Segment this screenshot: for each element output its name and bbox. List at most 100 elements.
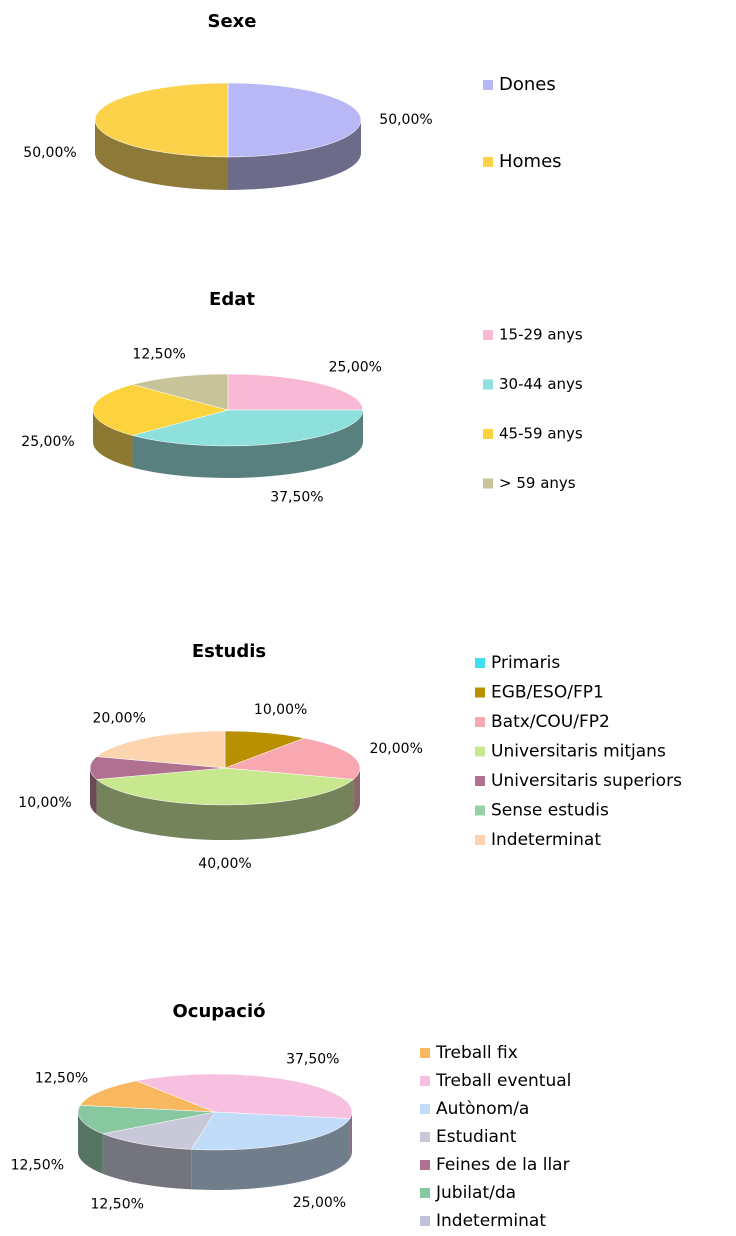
chart-title: Sexe bbox=[208, 11, 257, 32]
legend-label: 15-29 anys bbox=[499, 326, 583, 344]
pie-slice bbox=[224, 737, 361, 780]
pie-slice bbox=[77, 1105, 216, 1135]
pie-side bbox=[353, 768, 360, 815]
data-label: 20,00% bbox=[93, 711, 146, 727]
pie-side bbox=[95, 120, 228, 190]
legend-label: Treball eventual bbox=[435, 1071, 571, 1091]
legend-label: Homes bbox=[499, 151, 562, 172]
legend-swatch bbox=[483, 157, 493, 167]
legend-label: Treball fix bbox=[435, 1043, 518, 1063]
legend-swatch bbox=[420, 1160, 430, 1170]
legend-label: Universitaris superiors bbox=[491, 771, 682, 791]
legend-label: > 59 anys bbox=[499, 474, 576, 492]
data-label: 12,50% bbox=[35, 1071, 88, 1087]
chart-title: Estudis bbox=[192, 641, 266, 662]
pie-side bbox=[78, 1112, 103, 1174]
legend-swatch bbox=[475, 805, 485, 816]
pie-sides bbox=[93, 410, 363, 478]
legend-label: EGB/ESO/FP1 bbox=[491, 683, 604, 703]
pie-side bbox=[191, 1118, 350, 1190]
legend-swatch bbox=[483, 80, 493, 90]
legend-label: Sense estudis bbox=[491, 801, 609, 821]
pie-slice bbox=[92, 384, 229, 436]
pie-tops bbox=[89, 730, 361, 806]
legend-label: Feines de la llar bbox=[436, 1155, 570, 1175]
legend-swatch bbox=[483, 330, 493, 340]
data-label: 10,00% bbox=[254, 702, 307, 718]
pie-side bbox=[96, 779, 354, 840]
pie-slice bbox=[227, 373, 364, 411]
pie-side bbox=[90, 768, 97, 815]
legend-label: Primaris bbox=[491, 653, 560, 673]
legend-swatch bbox=[420, 1216, 430, 1226]
legend-swatch bbox=[483, 478, 493, 489]
legend-swatch bbox=[420, 1076, 430, 1086]
pie-slice bbox=[101, 1111, 216, 1150]
data-label: 12,50% bbox=[11, 1157, 64, 1173]
legend-label: Estudiant bbox=[436, 1127, 517, 1147]
pie-slice bbox=[95, 730, 226, 769]
pie-slice bbox=[79, 1080, 216, 1113]
legend-label: 30-44 anys bbox=[499, 375, 583, 393]
pie-slice bbox=[131, 373, 229, 411]
legend-swatch bbox=[420, 1048, 430, 1058]
pie-slice bbox=[227, 82, 362, 158]
legend-label: Universitaris mitjans bbox=[491, 742, 666, 762]
data-label: 37,50% bbox=[286, 1052, 339, 1068]
legend-swatch bbox=[475, 776, 485, 786]
pie-sides bbox=[90, 768, 360, 840]
pie-slice bbox=[95, 767, 355, 806]
chart-title: Edat bbox=[209, 289, 255, 310]
data-label: 40,00% bbox=[198, 856, 251, 872]
legend-label: 45-59 anys bbox=[499, 425, 583, 443]
pie-slice bbox=[131, 409, 364, 447]
data-label: 12,50% bbox=[132, 347, 185, 363]
pie-slice bbox=[89, 756, 226, 780]
data-label: 10,00% bbox=[18, 795, 71, 811]
legend-swatch bbox=[483, 379, 493, 390]
pie-side bbox=[228, 120, 361, 190]
data-label: 25,00% bbox=[329, 360, 382, 376]
legend-swatch bbox=[420, 1104, 430, 1114]
legend-label: Batx/COU/FP2 bbox=[491, 712, 610, 732]
pie-side bbox=[102, 1133, 192, 1190]
chart: Estudis 10,00% 20,00% 40,00% 10,00% 20,00% Pri… bbox=[18, 641, 682, 872]
pie-slice bbox=[190, 1111, 351, 1151]
pie-slice bbox=[94, 82, 229, 158]
pie-slice bbox=[224, 730, 306, 769]
data-label: 25,00% bbox=[21, 434, 74, 450]
data-label: 50,00% bbox=[379, 112, 432, 128]
legend-swatch bbox=[475, 658, 485, 668]
chart-title: Ocupació bbox=[172, 1001, 265, 1022]
data-label: 12,50% bbox=[91, 1196, 144, 1212]
pie-side bbox=[93, 410, 133, 468]
legend-swatch bbox=[420, 1132, 430, 1142]
legend-swatch bbox=[475, 687, 485, 698]
legend-label: Jubilat/da bbox=[435, 1183, 516, 1203]
legend-label: Indeterminat bbox=[491, 830, 601, 850]
pie-sides bbox=[95, 120, 361, 190]
pie-sides bbox=[78, 1112, 352, 1190]
pie-tops bbox=[92, 373, 364, 447]
data-label: 37,50% bbox=[270, 489, 323, 505]
pie-tops bbox=[94, 82, 362, 158]
legend-swatch bbox=[420, 1188, 430, 1198]
pie-side bbox=[349, 1112, 352, 1159]
data-label: 25,00% bbox=[293, 1195, 346, 1211]
pie-side bbox=[132, 410, 363, 478]
legend-label: Dones bbox=[499, 74, 556, 95]
legend-swatch bbox=[475, 746, 485, 757]
data-label: 20,00% bbox=[369, 741, 422, 757]
legend-swatch bbox=[475, 717, 485, 727]
chart: Ocupació 12,50% 37,50% 25,00% 12,50% 12,50% Tr… bbox=[11, 1001, 572, 1231]
chart: Sexe 50,00% 50,00% Dones Homes bbox=[23, 11, 562, 190]
legend-label: Indeterminat bbox=[436, 1211, 546, 1231]
data-label: 50,00% bbox=[23, 145, 76, 161]
pie-tops bbox=[77, 1073, 353, 1151]
legend-swatch bbox=[475, 835, 485, 845]
chart: Edat 25,00% 37,50% 25,00% 12,50% 15-29 anys 30… bbox=[21, 289, 583, 505]
legend-label: Autònom/a bbox=[436, 1099, 529, 1119]
pie-slice bbox=[135, 1073, 353, 1119]
legend-swatch bbox=[483, 429, 493, 439]
